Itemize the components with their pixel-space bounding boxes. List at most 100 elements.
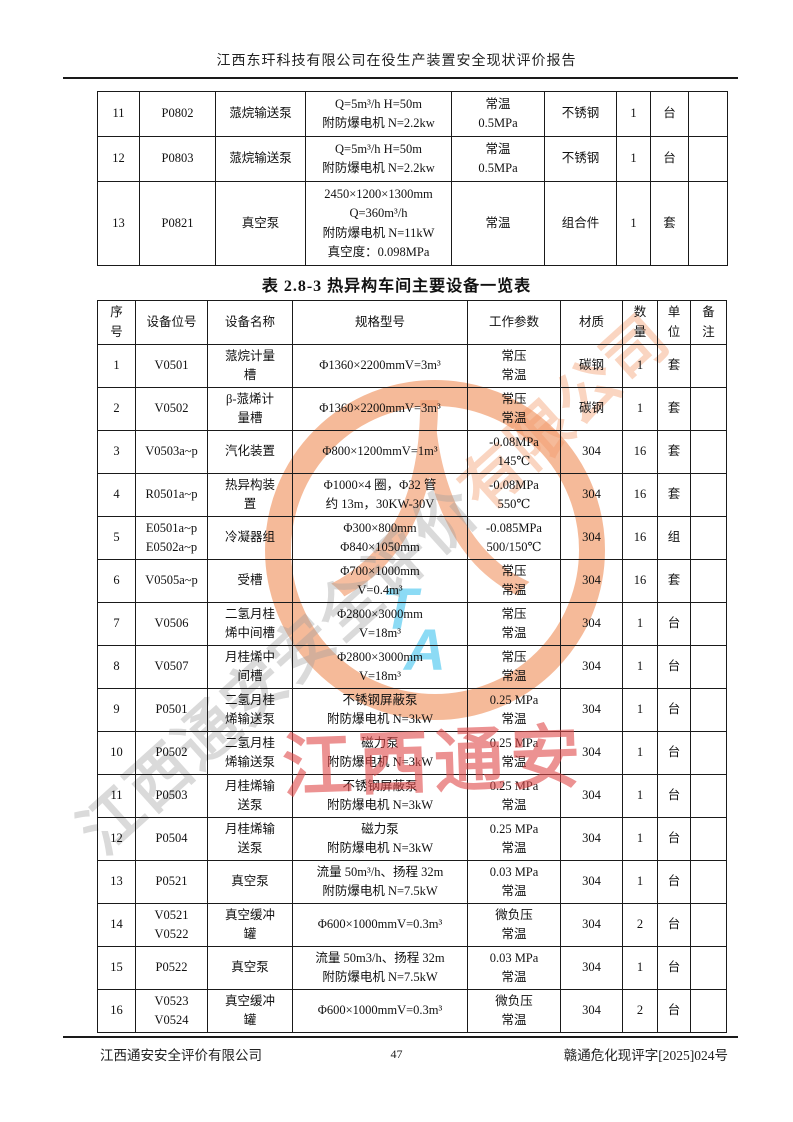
cell-tag: V0521 V0522 [135, 903, 208, 947]
cell-note [690, 989, 727, 1033]
table-row: 9 P0501 二氢月桂 烯输送泵 不锈钢屏蔽泵 附防爆电机 N=3kW 0.2… [97, 688, 727, 732]
cell-params: -0.08MPa 550℃ [467, 473, 561, 517]
cell-tag: P0504 [135, 817, 208, 861]
header-tag: 设备位号 [135, 300, 208, 345]
cell-note [690, 473, 727, 517]
cell-unit: 台 [657, 946, 691, 990]
cell-serial: 5 [97, 516, 136, 560]
cell-material: 304 [560, 688, 623, 732]
page-header-title: 江西东玕科技有限公司在役生产装置安全现状评价报告 [216, 54, 577, 69]
header-unit: 单 位 [657, 300, 691, 345]
cell-spec: 流量 50m3/h、扬程 32m 附防爆电机 N=7.5kW [292, 946, 468, 990]
cell-name: 蒎烷输送泵 [215, 136, 306, 182]
cell-material: 304 [560, 817, 623, 861]
cell-unit: 台 [657, 731, 691, 775]
cell-material: 304 [560, 946, 623, 990]
cell-note [690, 344, 727, 388]
cell-spec: Q=5m³/h H=50m 附防爆电机 N=2.2kw [305, 91, 452, 137]
cell-params: 0.25 MPa 常温 [467, 817, 561, 861]
table-title: 表 2.8-3 热异构车间主要设备一览表 [261, 278, 532, 295]
cell-serial: 1 [97, 344, 136, 388]
cell-spec: Φ700×1000mm V=0.4m³ [292, 559, 468, 603]
cell-tag: V0506 [135, 602, 208, 646]
cell-qty: 1 [622, 645, 658, 689]
cell-tag: P0521 [135, 860, 208, 904]
cell-serial: 11 [97, 91, 140, 137]
cell-serial: 12 [97, 817, 136, 861]
table-row: 11 P0503 月桂烯输 送泵 不锈钢屏蔽泵 附防爆电机 N=3kW 0.25… [97, 774, 727, 818]
cell-note [690, 559, 727, 603]
table-row: 5 E0501a~p E0502a~p 冷凝器组 Φ300×800mm Φ840… [97, 516, 727, 560]
cell-material: 组合件 [544, 181, 617, 266]
cell-unit: 台 [657, 645, 691, 689]
cell-name: β-蒎烯计 量槽 [207, 387, 293, 431]
cell-qty: 1 [622, 817, 658, 861]
cell-material: 304 [560, 903, 623, 947]
table-row: 16 V0523 V0524 真空缓冲 罐 Φ600×1000mmV=0.3m³… [97, 989, 727, 1033]
table-row: 8 V0507 月桂烯中 间槽 Φ2800×3000mm V=18m³ 常压 常… [97, 645, 727, 689]
cell-unit: 台 [657, 903, 691, 947]
header-material: 材质 [560, 300, 623, 345]
cell-spec: Φ1000×4 圈，Φ32 管 约 13m，30KW-30V [292, 473, 468, 517]
cell-material: 304 [560, 559, 623, 603]
cell-material: 304 [560, 989, 623, 1033]
cell-material: 碳钢 [560, 344, 623, 388]
cell-qty: 1 [616, 181, 651, 266]
table-row: 4 R0501a~p 热异构装 置 Φ1000×4 圈，Φ32 管 约 13m，… [97, 473, 727, 517]
cell-name: 蒎烷计量 槽 [207, 344, 293, 388]
cell-unit: 台 [650, 136, 689, 182]
cell-spec: Φ2800×3000mm V=18m³ [292, 602, 468, 646]
cell-name: 真空缓冲 罐 [207, 903, 293, 947]
table-row: 3 V0503a~p 汽化装置 Φ800×1200mmV=1m³ -0.08MP… [97, 430, 727, 474]
cell-name: 蒎烷输送泵 [215, 91, 306, 137]
cell-params: -0.085MPa 500/150℃ [467, 516, 561, 560]
cell-spec: 2450×1200×1300mm Q=360m³/h 附防爆电机 N=11kW … [305, 181, 452, 266]
header-rule [63, 77, 738, 79]
cell-serial: 15 [97, 946, 136, 990]
cell-note [690, 430, 727, 474]
equipment-table-continued: 11 P0802 蒎烷输送泵 Q=5m³/h H=50m 附防爆电机 N=2.2… [97, 91, 728, 266]
cell-qty: 1 [622, 946, 658, 990]
cell-serial: 10 [97, 731, 136, 775]
cell-serial: 12 [97, 136, 140, 182]
cell-spec: 不锈钢屏蔽泵 附防爆电机 N=3kW [292, 688, 468, 732]
cell-note [690, 645, 727, 689]
cell-qty: 16 [622, 430, 658, 474]
table-header: 序 号 设备位号 设备名称 规格型号 工作参数 材质 数 量 单 位 备 注 [97, 300, 727, 345]
cell-qty: 1 [622, 774, 658, 818]
cell-qty: 1 [622, 860, 658, 904]
cell-material: 304 [560, 645, 623, 689]
cell-qty: 1 [622, 731, 658, 775]
cell-name: 二氢月桂 烯输送泵 [207, 688, 293, 732]
table-row: 13 P0521 真空泵 流量 50m³/h、扬程 32m 附防爆电机 N=7.… [97, 860, 727, 904]
cell-material: 304 [560, 473, 623, 517]
cell-spec: 磁力泵 附防爆电机 N=3kW [292, 817, 468, 861]
cell-params: 0.25 MPa 常温 [467, 731, 561, 775]
cell-tag: V0505a~p [135, 559, 208, 603]
cell-params: 0.03 MPa 常温 [467, 860, 561, 904]
cell-name: 汽化装置 [207, 430, 293, 474]
cell-name: 真空泵 [215, 181, 306, 266]
cell-qty: 1 [622, 602, 658, 646]
cell-spec: Q=5m³/h H=50m 附防爆电机 N=2.2kw [305, 136, 452, 182]
cell-spec: Φ1360×2200mmV=3m³ [292, 387, 468, 431]
cell-spec: Φ600×1000mmV=0.3m³ [292, 903, 468, 947]
cell-note [690, 602, 727, 646]
cell-serial: 6 [97, 559, 136, 603]
cell-params: 常压 常温 [467, 344, 561, 388]
cell-qty: 16 [622, 516, 658, 560]
cell-params: 常温 [451, 181, 545, 266]
cell-qty: 1 [622, 688, 658, 732]
cell-note [690, 903, 727, 947]
cell-tag: P0501 [135, 688, 208, 732]
cell-params: 常压 常温 [467, 559, 561, 603]
cell-qty: 16 [622, 473, 658, 517]
cell-name: 月桂烯输 送泵 [207, 817, 293, 861]
equipment-table-main: 序 号 设备位号 设备名称 规格型号 工作参数 材质 数 量 单 位 备 注 1… [97, 300, 727, 1033]
cell-qty: 2 [622, 903, 658, 947]
cell-name: 二氢月桂 烯输送泵 [207, 731, 293, 775]
cell-serial: 11 [97, 774, 136, 818]
cell-tag: P0803 [139, 136, 216, 182]
cell-tag: V0507 [135, 645, 208, 689]
cell-serial: 9 [97, 688, 136, 732]
